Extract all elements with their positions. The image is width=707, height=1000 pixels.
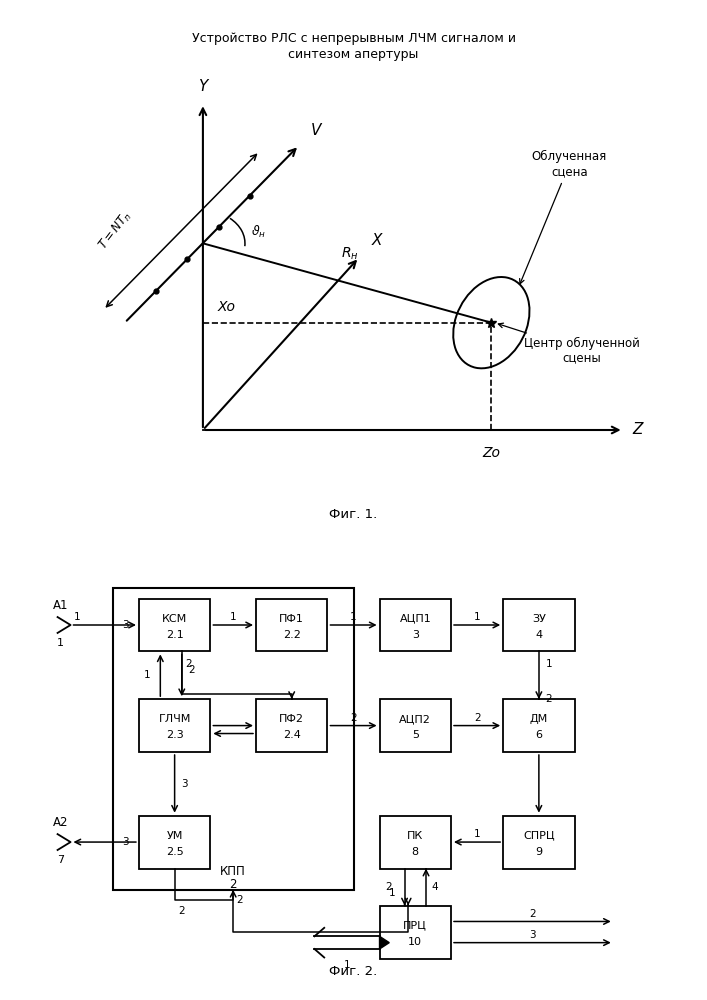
Text: 2: 2 (385, 882, 392, 892)
Text: 1: 1 (230, 612, 236, 622)
Text: 2.1: 2.1 (165, 630, 184, 640)
Text: Фиг. 2.: Фиг. 2. (329, 965, 378, 978)
Text: 3: 3 (411, 630, 419, 640)
Text: 7: 7 (57, 855, 64, 865)
Text: 10: 10 (408, 937, 422, 947)
Text: 2: 2 (545, 694, 552, 704)
Text: КСМ: КСМ (162, 614, 187, 624)
Bar (256, 599, 327, 651)
Bar (503, 816, 575, 869)
Text: 2.3: 2.3 (165, 730, 184, 740)
Text: $ϑ_{н}$: $ϑ_{н}$ (251, 224, 266, 240)
Text: Устройство РЛС с непрерывным ЛЧМ сигналом и: Устройство РЛС с непрерывным ЛЧМ сигнало… (192, 32, 515, 45)
Text: 5: 5 (411, 730, 419, 740)
Text: Фиг. 1.: Фиг. 1. (329, 508, 378, 521)
Text: 2: 2 (350, 713, 357, 723)
Text: 1: 1 (389, 888, 395, 898)
Bar (256, 699, 327, 752)
Bar (380, 906, 451, 959)
Bar (380, 599, 451, 651)
Text: 2.4: 2.4 (283, 730, 300, 740)
Text: $T=NT_{п}$: $T=NT_{п}$ (95, 208, 135, 253)
Polygon shape (380, 936, 390, 949)
Text: АЦП2: АЦП2 (399, 714, 431, 724)
Text: ПРЦ: ПРЦ (404, 921, 427, 931)
Bar (139, 599, 211, 651)
Text: 2.5: 2.5 (165, 847, 184, 857)
Text: 4: 4 (535, 630, 542, 640)
Text: Облученная
сцена: Облученная сцена (520, 150, 607, 284)
Text: синтезом апертуры: синтезом апертуры (288, 48, 419, 61)
Text: X: X (371, 233, 382, 248)
Text: Y: Y (198, 79, 208, 94)
Text: А1: А1 (53, 599, 69, 612)
Text: 1: 1 (344, 960, 350, 970)
Text: V: V (311, 123, 322, 138)
Text: 2: 2 (178, 906, 185, 916)
Text: АЦП1: АЦП1 (399, 614, 431, 624)
Text: ДМ: ДМ (530, 714, 548, 724)
Bar (139, 699, 211, 752)
Text: 1: 1 (74, 612, 81, 622)
Text: 1: 1 (350, 612, 357, 622)
Text: 2: 2 (229, 878, 237, 891)
Text: 2: 2 (474, 713, 480, 723)
Text: 2: 2 (529, 909, 536, 919)
Text: КПП: КПП (221, 865, 246, 878)
Text: $R_{н}$: $R_{н}$ (341, 246, 359, 262)
Text: 2: 2 (185, 659, 192, 669)
Text: ЗУ: ЗУ (532, 614, 546, 624)
Bar (139, 816, 211, 869)
Text: СПРЦ: СПРЦ (523, 831, 555, 841)
Text: 4: 4 (431, 882, 438, 892)
Bar (113, 588, 354, 890)
Text: 1: 1 (474, 612, 480, 622)
Bar (380, 699, 451, 752)
Text: А2: А2 (53, 816, 69, 829)
Text: ПФ1: ПФ1 (279, 614, 304, 624)
Text: Zo: Zo (482, 446, 501, 460)
Text: 3: 3 (122, 620, 129, 630)
Text: 3: 3 (122, 837, 129, 847)
Text: 3: 3 (181, 779, 187, 789)
Text: 2: 2 (188, 665, 195, 675)
Text: Z: Z (633, 422, 643, 438)
Text: ПФ2: ПФ2 (279, 714, 304, 724)
Text: ГЛЧМ: ГЛЧМ (158, 714, 191, 724)
Bar (380, 816, 451, 869)
Text: Xo: Xo (218, 300, 236, 314)
Text: 9: 9 (535, 847, 542, 857)
Bar (503, 699, 575, 752)
Text: УМ: УМ (166, 831, 183, 841)
Text: 3: 3 (529, 930, 536, 940)
Text: 2.2: 2.2 (283, 630, 300, 640)
Text: 1: 1 (545, 659, 552, 669)
Text: Центр облученной
сцены: Центр облученной сцены (498, 323, 639, 365)
Text: ПК: ПК (407, 831, 423, 841)
Bar (503, 599, 575, 651)
Text: 6: 6 (535, 730, 542, 740)
Text: 1: 1 (474, 829, 480, 839)
Text: 8: 8 (411, 847, 419, 857)
Text: 2: 2 (236, 895, 243, 905)
Text: 1: 1 (144, 670, 151, 680)
Text: 1: 1 (57, 638, 64, 648)
